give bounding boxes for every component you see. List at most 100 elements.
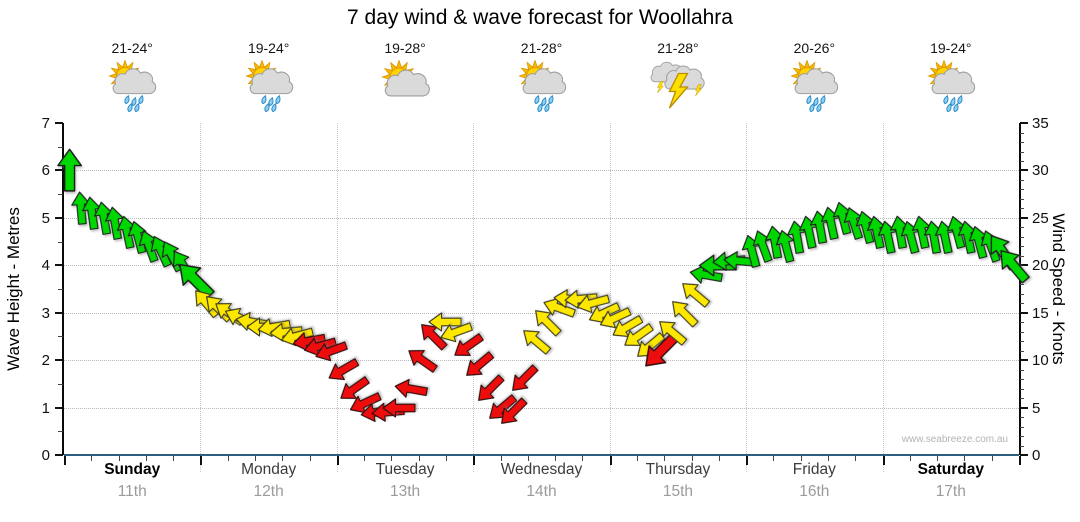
gridline-horizontal <box>64 265 1019 267</box>
wind-arrow <box>573 287 612 319</box>
x-axis-minor-tick <box>909 456 911 461</box>
x-axis-minor-tick <box>391 456 393 461</box>
right-axis-minor-tick <box>1020 436 1024 437</box>
date-label: 17th <box>935 483 966 500</box>
right-axis-minor-tick <box>1020 255 1024 257</box>
right-axis-tick-label: 30 <box>1032 162 1049 180</box>
right-axis-minor-tick <box>1020 284 1024 286</box>
right-axis-major-tick <box>1020 311 1028 314</box>
gridline-vertical <box>746 123 748 472</box>
wind-arrow <box>595 299 636 335</box>
left-axis-major-tick <box>55 406 63 409</box>
right-axis-minor-tick <box>1020 426 1024 428</box>
x-axis-day-tick <box>336 456 339 465</box>
wind-arrow <box>401 341 443 380</box>
left-axis-tick-label: 4 <box>41 257 50 275</box>
left-axis-tick-label: 7 <box>41 115 50 132</box>
watermark: www.seabreeze.com.au <box>901 434 1008 445</box>
left-axis-major-tick <box>55 122 63 124</box>
x-axis-day-tick <box>746 456 749 465</box>
right-axis-minor-tick <box>1020 246 1024 248</box>
right-axis-major-tick <box>1020 216 1028 219</box>
x-axis-minor-tick <box>773 456 775 461</box>
right-axis-tick-label: 25 <box>1032 209 1049 227</box>
x-axis-minor-tick <box>718 456 720 461</box>
day-label: Wednesday <box>500 461 583 478</box>
weather-icon-showers <box>921 59 981 113</box>
wind-arrow <box>322 351 363 389</box>
left-axis-major-tick <box>55 169 63 172</box>
right-axis-major-tick <box>1020 264 1028 267</box>
x-axis-minor-tick <box>991 456 993 461</box>
day-label: Sunday <box>104 461 161 478</box>
wind-arrow <box>428 310 462 334</box>
day-label: Thursday <box>645 461 711 478</box>
x-axis-minor-tick <box>500 456 502 461</box>
right-axis-tick-label: 0 <box>1032 447 1041 464</box>
left-axis-minor-tick <box>58 146 63 148</box>
x-axis-minor-tick <box>364 456 366 461</box>
left-axis-tick-label: 2 <box>41 352 50 370</box>
x-axis-minor-tick <box>800 456 802 461</box>
wind-arrow <box>651 312 692 352</box>
x-axis-minor-tick <box>937 456 939 461</box>
right-axis-major-tick <box>1020 406 1028 409</box>
date-label: 13th <box>389 483 421 500</box>
x-axis-minor-tick <box>691 456 693 461</box>
x-axis-minor-tick <box>527 456 529 461</box>
x-axis-minor-tick <box>418 456 420 461</box>
left-axis-tick-label: 0 <box>41 447 50 464</box>
x-axis-minor-tick <box>446 456 447 461</box>
right-axis-minor-tick <box>1020 303 1024 305</box>
wind-arrow <box>382 396 416 420</box>
gridline-horizontal <box>64 360 1019 362</box>
x-axis-minor-tick <box>227 456 229 461</box>
date-label: 12th <box>253 483 284 500</box>
right-axis-minor-tick <box>1020 445 1024 447</box>
right-axis-minor-tick <box>1020 132 1024 134</box>
date-label: 11th <box>117 483 147 500</box>
right-axis-minor-tick <box>1020 236 1024 238</box>
right-axis-minor-tick <box>1020 379 1024 381</box>
x-axis-minor-tick <box>664 456 666 461</box>
wind-arrow <box>436 315 476 349</box>
x-axis-day-tick <box>200 456 203 465</box>
right-axis-minor-tick <box>1020 227 1024 229</box>
right-axis-major-tick <box>1020 122 1028 124</box>
right-axis-minor-tick <box>1020 293 1024 295</box>
wind-arrow <box>527 302 568 343</box>
right-axis-minor-tick <box>1020 189 1024 191</box>
gridline-vertical <box>882 123 884 472</box>
wind-arrow <box>663 292 704 333</box>
right-axis-minor-tick <box>1020 350 1024 352</box>
right-axis-major-tick <box>1020 359 1028 362</box>
right-axis-minor-tick <box>1020 331 1024 333</box>
wind-arrow <box>311 334 351 368</box>
right-axis-tick-label: 35 <box>1032 115 1049 132</box>
right-axis-minor-tick <box>1020 208 1024 210</box>
left-axis-minor-tick <box>58 336 63 338</box>
left-axis-minor-tick <box>58 383 63 385</box>
temp-range-label: 21-24° <box>111 40 153 56</box>
x-axis-day-tick <box>1019 456 1021 465</box>
gridline-vertical <box>609 123 611 472</box>
weather-icon-showers <box>239 59 299 113</box>
wind-arrow <box>617 317 659 356</box>
wind-arrow <box>392 374 430 404</box>
left-axis-tick-label: 6 <box>41 162 50 180</box>
x-axis-minor-tick <box>255 456 256 461</box>
right-axis-minor-tick <box>1020 198 1024 200</box>
wind-arrow <box>493 392 534 433</box>
gridline-horizontal <box>64 217 1019 219</box>
right-axis-tick-label: 10 <box>1032 352 1049 370</box>
right-axis-minor-tick <box>1020 341 1024 343</box>
weather-icon-showers <box>512 59 572 113</box>
page-title: 7 day wind & wave forecast for Woollahra <box>347 6 733 29</box>
left-axis-major-tick <box>55 359 63 362</box>
x-axis-minor-tick <box>91 456 93 461</box>
day-label: Monday <box>241 461 297 478</box>
right-axis-tick-label: 20 <box>1032 257 1049 275</box>
left-axis-minor-tick <box>58 431 63 433</box>
x-axis-day-tick <box>609 456 612 465</box>
left-axis-minor-tick <box>58 194 63 196</box>
